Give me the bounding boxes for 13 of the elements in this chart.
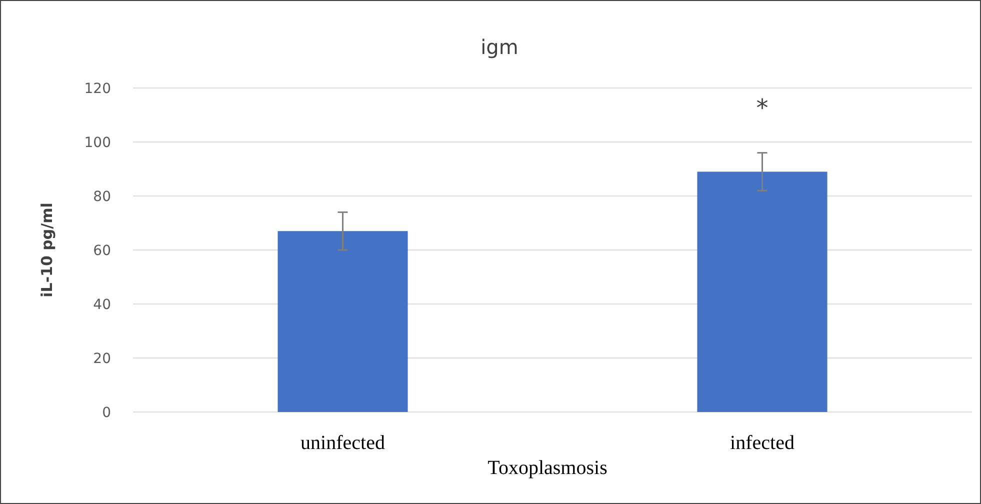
y-tick-label: 120: [84, 80, 111, 97]
y-tick-label: 100: [84, 134, 111, 151]
annotation: *: [756, 94, 768, 122]
y-axis-title: iL-10 pg/ml: [38, 202, 56, 298]
x-axis-title: Toxoplasmosis: [488, 457, 608, 479]
chart-title: igm: [480, 35, 518, 59]
y-tick-label: 20: [93, 350, 111, 367]
y-tick-label: 40: [93, 296, 111, 313]
x-tick-label: uninfected: [300, 432, 385, 454]
y-tick-label: 60: [93, 242, 111, 259]
y-tick-label: 0: [102, 404, 111, 421]
x-tick-label: infected: [730, 432, 794, 454]
y-tick-label: 80: [93, 188, 111, 205]
